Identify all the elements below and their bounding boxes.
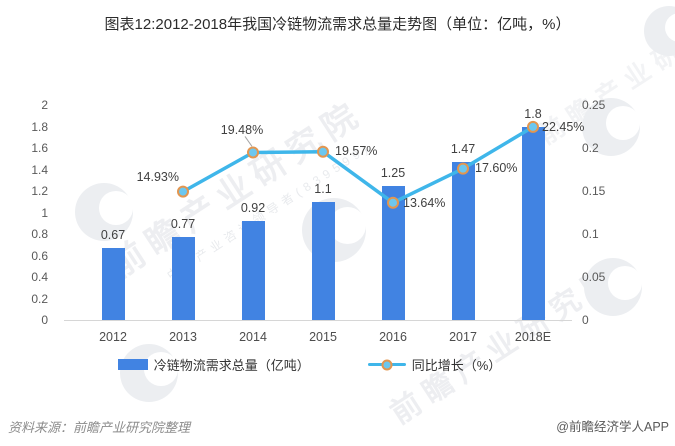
left-axis-tick: 0 — [41, 313, 48, 327]
growth-value-label: 14.93% — [136, 169, 179, 184]
bar-value-label: 1.25 — [380, 165, 406, 180]
x-axis-label-2015: 2015 — [309, 330, 337, 344]
line-marker — [247, 146, 259, 159]
line-marker — [527, 120, 539, 133]
bar-value-label: 1.1 — [314, 181, 332, 196]
bar-value-label: 1.8 — [524, 106, 542, 121]
bar-2016 — [381, 185, 405, 320]
bar-2012 — [101, 247, 125, 320]
right-axis-tick: 0.1 — [582, 227, 599, 241]
left-axis-tick: 0.4 — [31, 270, 48, 284]
x-axis-label-2017: 2017 — [449, 330, 477, 344]
line-marker — [317, 145, 329, 158]
legend-label-bar-series: 冷链物流需求总量（亿吨） — [153, 358, 310, 373]
bar-value-label: 0.77 — [170, 217, 196, 232]
legend-item-line-series: 同比增长（%） — [367, 355, 502, 374]
left-axis-tick: 0.8 — [31, 227, 48, 241]
left-axis-tick: 1.8 — [31, 119, 48, 134]
right-axis-tick: 0 — [582, 313, 589, 327]
bar-2014 — [241, 221, 265, 320]
left-axis-tick: 0.2 — [31, 291, 48, 306]
line-marker — [457, 162, 469, 175]
x-axis-label-2018E: 2018E — [514, 330, 552, 344]
left-axis-tick: 1.6 — [31, 141, 48, 155]
x-axis-label-2016: 2016 — [379, 330, 407, 344]
growth-value-label: 22.45% — [542, 119, 585, 134]
chart-title: 图表12:2012-2018年我国冷链物流需求总量走势图（单位：亿吨，%） — [104, 16, 571, 33]
growth-value-label: 19.48% — [220, 123, 264, 138]
growth-value-label: 19.57% — [335, 143, 378, 158]
growth-value-label: 17.60% — [475, 160, 518, 175]
data-source-note: 资料来源：前瞻产业研究院整理 — [8, 420, 191, 435]
bar-value-label: 0.92 — [240, 201, 266, 216]
left-axis-tick: 1.2 — [31, 184, 48, 198]
bar-value-label: 1.47 — [450, 141, 476, 156]
left-axis-tick: 2 — [41, 98, 48, 112]
line-marker — [387, 196, 399, 209]
bar-series-swatch-icon — [117, 359, 148, 370]
left-axis-tick: 0.6 — [31, 248, 48, 263]
left-axis-tick: 1.4 — [31, 162, 48, 177]
line-marker — [177, 185, 189, 198]
bar-2018E — [521, 126, 545, 320]
growth-value-label: 13.64% — [403, 195, 446, 210]
left-axis-tick: 1 — [41, 205, 48, 220]
credit-note: @前瞻经济学人APP — [556, 420, 669, 434]
x-axis-line — [64, 320, 572, 321]
legend-item-bar-series: 冷链物流需求总量（亿吨） — [117, 355, 310, 374]
line-series-swatch-icon — [367, 359, 406, 370]
growth-line — [182, 125, 534, 205]
x-axis-label-2012: 2012 — [99, 330, 127, 344]
right-axis-tick: 0.15 — [582, 184, 606, 198]
chart-legend: 冷链物流需求总量（亿吨） 同比增长（%） — [0, 355, 647, 374]
legend-label-line-series: 同比增长（%） — [411, 358, 502, 373]
bar-2013 — [171, 237, 195, 320]
x-axis-label-2013: 2013 — [169, 330, 197, 344]
bar-2017 — [451, 161, 475, 320]
x-axis-label-2014: 2014 — [239, 330, 267, 344]
label-leader-line — [244, 136, 253, 147]
